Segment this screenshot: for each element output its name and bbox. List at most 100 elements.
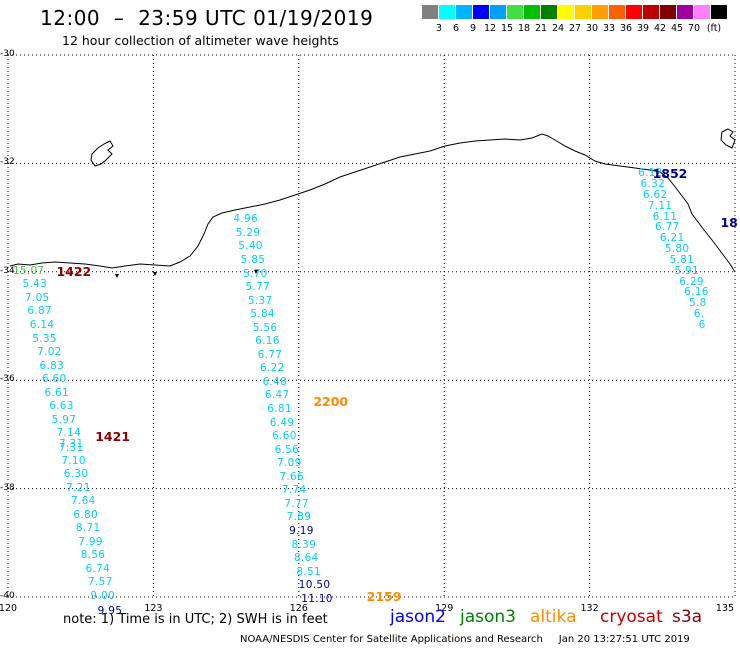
wave-height-label: 7.14 bbox=[56, 427, 82, 440]
y-tick-label: -32 bbox=[0, 157, 15, 168]
wave-height-label: 7.05 bbox=[24, 291, 50, 304]
wave-height-label: 8.64 bbox=[293, 552, 319, 565]
wave-height-label: 7.74 bbox=[281, 484, 307, 497]
wave-height-label: 6.77 bbox=[655, 221, 680, 234]
wave-height-label: 5.8 bbox=[688, 297, 707, 310]
track-time-label: 1852 bbox=[652, 166, 688, 182]
wave-height-label: 7.64 bbox=[71, 495, 96, 508]
y-tick-label: -40 bbox=[0, 591, 15, 601]
wave-height-label: 6.56 bbox=[274, 443, 300, 456]
coast-marker bbox=[115, 274, 119, 278]
wave-height-label: 6.16 bbox=[255, 335, 280, 348]
wave-height-label: 5.85 bbox=[240, 253, 266, 266]
wave-height-label: 5.84 bbox=[250, 308, 275, 321]
y-tick-label: -36 bbox=[0, 374, 15, 385]
wave-height-label: 7.99 bbox=[78, 535, 103, 548]
y-tick-label: -34 bbox=[0, 265, 15, 276]
wave-height-label: 7.31 bbox=[58, 438, 84, 451]
scale-label: 18 bbox=[517, 23, 531, 34]
track-time-label: 1421 bbox=[95, 429, 131, 445]
wave-height-label: 6.21 bbox=[659, 232, 685, 245]
track-time-label: 18 bbox=[720, 215, 738, 231]
scale-swatch bbox=[439, 5, 455, 19]
scale-swatch bbox=[507, 5, 523, 19]
wave-height-label: 6. bbox=[693, 308, 705, 321]
map-subtitle: 12 hour collection of altimeter wave hei… bbox=[62, 33, 339, 48]
scale-swatch bbox=[575, 5, 591, 19]
scale-swatch bbox=[558, 5, 574, 19]
wave-height-label: 7.21 bbox=[66, 481, 91, 494]
x-tick-label: 132 bbox=[580, 603, 599, 614]
wave-height-label: 9.19 bbox=[289, 524, 314, 537]
track-time-label: 1422 bbox=[56, 263, 92, 279]
scale-label: 9 bbox=[469, 23, 477, 34]
wave-height-label: 8.39 bbox=[291, 538, 317, 551]
y-tick-label: -38 bbox=[0, 482, 15, 493]
coast-markers bbox=[115, 270, 258, 278]
wave-height-label: 6.77 bbox=[257, 348, 283, 361]
legend-jason3: jason3 bbox=[460, 607, 516, 627]
wave-height-label: 6.14 bbox=[29, 319, 55, 331]
coast-marker bbox=[153, 272, 157, 276]
wave-height-label: 10.50 bbox=[298, 579, 331, 592]
scale-swatch bbox=[422, 5, 438, 19]
scale-label: 3 bbox=[435, 23, 443, 34]
track-time-label: 2200 bbox=[313, 393, 349, 409]
wave-height-label: 7.66 bbox=[279, 470, 304, 483]
wave-height-label: 7.09 bbox=[276, 457, 302, 470]
scale-label: 15 bbox=[500, 23, 514, 34]
wave-height-label: 7.77 bbox=[284, 497, 309, 510]
scale-unit: (ft) bbox=[706, 23, 722, 34]
wave-height-label: 5.37 bbox=[247, 294, 273, 307]
coastline bbox=[9, 133, 736, 273]
x-tick-label: 135 bbox=[715, 603, 735, 614]
scale-label: 24 bbox=[551, 23, 565, 34]
wave-height-label: 6.49 bbox=[269, 416, 295, 429]
grid-lines bbox=[7, 54, 736, 598]
wave-height-label: 6.12 bbox=[638, 167, 663, 180]
scale-swatch bbox=[643, 5, 659, 19]
scale-label: 12 bbox=[483, 23, 497, 34]
scale-swatch bbox=[524, 5, 540, 19]
wave-height-label: 8.56 bbox=[80, 549, 106, 562]
wave-height-label: 4.96 bbox=[233, 213, 258, 226]
wave-height-label: 7.11 bbox=[647, 199, 673, 212]
wave-height-label: 6.22 bbox=[260, 362, 285, 375]
scale-label: 6 bbox=[452, 23, 460, 34]
wave-height-label: 7.57 bbox=[87, 576, 113, 589]
wave-height-label: 5.29 bbox=[235, 226, 261, 239]
wave-height-label: 5.70 bbox=[243, 267, 268, 280]
note-text: note: 1) Time is in UTC; 2) SWH is in fe… bbox=[63, 612, 328, 627]
scale-swatch bbox=[626, 5, 642, 19]
wave-height-label: 6.81 bbox=[267, 403, 292, 415]
legend-cryosat: cryosat bbox=[600, 607, 663, 627]
x-tick-label: 126 bbox=[289, 603, 308, 614]
wave-height-label: 6.83 bbox=[39, 359, 65, 372]
scale-label: 36 bbox=[619, 23, 633, 34]
x-tick-label: 123 bbox=[144, 603, 163, 614]
wave-height-label: 8.51 bbox=[296, 565, 321, 578]
scale-swatch bbox=[490, 5, 506, 19]
scale-swatch bbox=[609, 5, 625, 19]
wave-height-label: 6.62 bbox=[642, 188, 668, 201]
wave-height-label: 7.02 bbox=[37, 346, 62, 359]
scale-swatch bbox=[660, 5, 676, 19]
map-title: 12:00 – 23:59 UTC 01/19/2019 bbox=[40, 6, 374, 30]
legend-jason2: jason2 bbox=[390, 607, 446, 627]
scale-swatch bbox=[677, 5, 693, 19]
track-time-label: 2159 bbox=[366, 589, 402, 604]
wave-height-label: 6.61 bbox=[44, 386, 69, 399]
wave-height-label: 7.31 bbox=[58, 442, 84, 455]
scale-label: 42 bbox=[653, 23, 667, 34]
wave-height-label: 15.07 bbox=[12, 264, 45, 277]
wave-height-label: 6.48 bbox=[262, 375, 288, 388]
wave-height-label: 6.30 bbox=[63, 468, 89, 481]
wave-height-label: 9.95 bbox=[97, 604, 123, 617]
wave-height-label: 6.87 bbox=[27, 305, 52, 318]
scale-swatch bbox=[711, 5, 727, 19]
legend-altika: altika bbox=[530, 607, 577, 627]
scale-label: 21 bbox=[534, 23, 548, 34]
scale-swatch bbox=[694, 5, 710, 19]
wave-height-label: 6 bbox=[698, 319, 706, 331]
wave-height-label: 9.00 bbox=[90, 590, 115, 602]
